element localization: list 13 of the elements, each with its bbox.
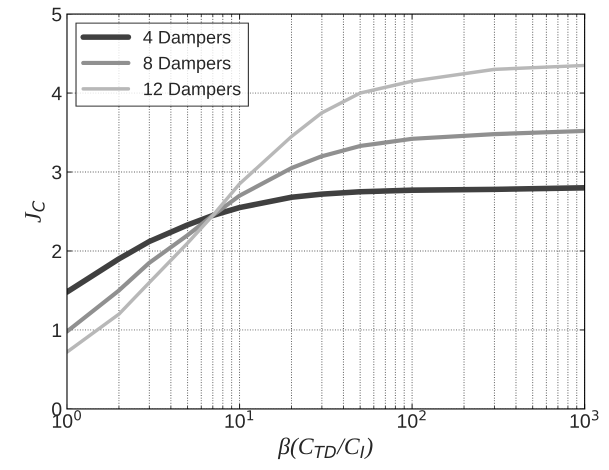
y-tick-label: 1 [52, 324, 62, 337]
x-axis-title: β(C$_{TD}$/C$_{I}$) [278, 437, 372, 460]
y-tick-label: 5 [52, 8, 62, 22]
y-axis-title: J$_{C}$ [25, 200, 45, 223]
x-tick-label: 10$^{1}$ [225, 410, 254, 428]
legend-label: 8 Dampers [144, 56, 230, 74]
legend-label: 12 Dampers [144, 82, 241, 99]
x-tick-label: 10$^{3}$ [570, 410, 598, 428]
x-tick-label: 10$^{2}$ [398, 410, 426, 428]
y-tick-label: 4 [52, 86, 62, 100]
legend-label: 4 Dampers [143, 31, 230, 48]
y-tick-label: 3 [52, 165, 62, 180]
y-tick-label: 2 [52, 244, 62, 258]
